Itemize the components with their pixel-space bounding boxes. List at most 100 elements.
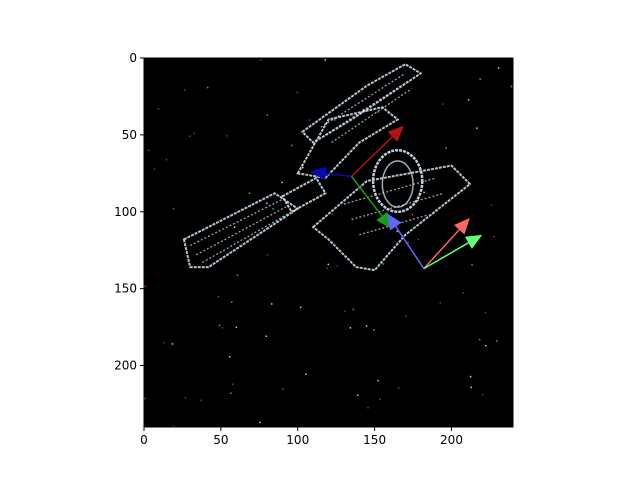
noise-pixel: [471, 264, 473, 266]
noise-pixel: [462, 292, 464, 294]
y-axis: 0 50 100 150 200: [114, 51, 144, 373]
noise-pixel: [308, 119, 311, 121]
noise-pixel: [510, 85, 513, 88]
x-tick-label: 50: [213, 433, 228, 447]
noise-pixel: [352, 308, 355, 311]
triad-light-x-axis-shaft: [423, 229, 460, 270]
triad-dark-y-axis-shaft: [325, 172, 352, 178]
noise-pixel: [476, 127, 478, 129]
noise-pixel: [469, 375, 472, 378]
noise-pixel: [184, 397, 187, 399]
noise-pixel: [445, 147, 447, 149]
noise-pixel: [236, 274, 239, 277]
noise-pixel: [299, 306, 302, 309]
noise-pixel: [349, 327, 352, 329]
noise-pixel: [423, 191, 425, 194]
x-tick-label: 0: [140, 433, 148, 447]
triad-dark-z-axis-shaft: [350, 175, 383, 217]
satellite-dish: [371, 149, 424, 213]
noise-pixel: [290, 144, 293, 147]
y-tick-label: 50: [122, 128, 137, 142]
triad-light-z-axis-head: [464, 234, 483, 249]
noise-pixel: [379, 398, 381, 400]
y-tick-label: 150: [114, 282, 137, 296]
satellite-panel: [182, 192, 300, 269]
noise-pixel: [217, 296, 220, 298]
noise-pixel: [183, 89, 186, 91]
noise-pixel: [172, 425, 175, 427]
noise-pixel: [357, 394, 359, 397]
x-tick-label: 150: [363, 433, 386, 447]
image-area: [144, 58, 513, 427]
noise-pixel: [200, 399, 202, 402]
noise-pixel: [497, 67, 500, 69]
noise-pixel: [396, 230, 398, 233]
noise-pixel: [331, 213, 334, 216]
noise-pixel: [326, 267, 329, 269]
noise-pixel: [235, 326, 238, 329]
noise-pixel: [157, 108, 160, 110]
x-tick-label: 200: [440, 433, 463, 447]
noise-pixel: [377, 379, 379, 382]
noise-pixel: [336, 265, 339, 267]
satellite-stripe: [331, 88, 412, 144]
noise-pixel: [270, 303, 273, 305]
noise-pixel: [171, 343, 174, 345]
satellite-image: [182, 62, 472, 272]
x-axis: 0 50 100 150 200: [140, 427, 463, 447]
noise-pixel: [324, 59, 327, 61]
noise-pixel: [478, 338, 481, 341]
noise-pixel: [153, 168, 156, 170]
satellite-stripe: [325, 80, 409, 136]
satellite-stripe: [189, 198, 283, 247]
noise-pixel: [259, 421, 261, 424]
noise-pixel: [362, 108, 365, 111]
noise-pixel: [484, 312, 487, 314]
image-noise: [144, 59, 513, 427]
noise-pixel: [333, 119, 336, 121]
noise-pixel: [272, 208, 274, 210]
noise-pixel: [230, 301, 233, 303]
noise-pixel: [407, 241, 409, 244]
satellite-panel: [300, 62, 423, 144]
satellite-dish-inner: [381, 160, 414, 208]
noise-pixel: [479, 78, 481, 80]
noise-pixel: [189, 135, 191, 138]
noise-pixel: [439, 302, 442, 304]
noise-pixel: [405, 315, 407, 318]
noise-pixel: [147, 149, 150, 152]
noise-pixel: [266, 114, 269, 116]
satellite-stripe: [320, 72, 406, 128]
noise-pixel: [496, 340, 498, 342]
noise-pixel: [490, 204, 493, 206]
noise-pixel: [492, 235, 495, 238]
noise-pixel: [281, 181, 283, 184]
noise-pixel: [221, 327, 224, 329]
y-tick-label: 100: [114, 205, 137, 219]
noise-pixel: [327, 263, 330, 266]
noise-pixel: [265, 202, 268, 204]
noise-pixel: [163, 341, 165, 344]
noise-pixel: [265, 335, 268, 338]
noise-pixel: [172, 208, 175, 210]
satellite-panel: [280, 176, 327, 214]
noise-pixel: [233, 226, 236, 228]
noise-pixel: [206, 86, 209, 89]
noise-pixel: [397, 387, 400, 390]
noise-pixel: [377, 111, 379, 113]
noise-pixel: [481, 393, 484, 396]
noise-pixel: [226, 135, 228, 137]
y-tick-label: 200: [114, 359, 137, 373]
noise-pixel: [165, 158, 168, 161]
noise-pixel: [290, 211, 292, 214]
noise-pixel: [344, 310, 346, 313]
noise-pixel: [441, 103, 444, 105]
triad-dark-x-axis-shaft: [351, 136, 393, 177]
noise-pixel: [365, 325, 368, 327]
y-tick-label: 0: [129, 51, 137, 65]
satellite-panel: [311, 164, 472, 272]
triad-light-y-axis-shaft: [395, 226, 425, 270]
noise-pixel: [260, 59, 262, 62]
